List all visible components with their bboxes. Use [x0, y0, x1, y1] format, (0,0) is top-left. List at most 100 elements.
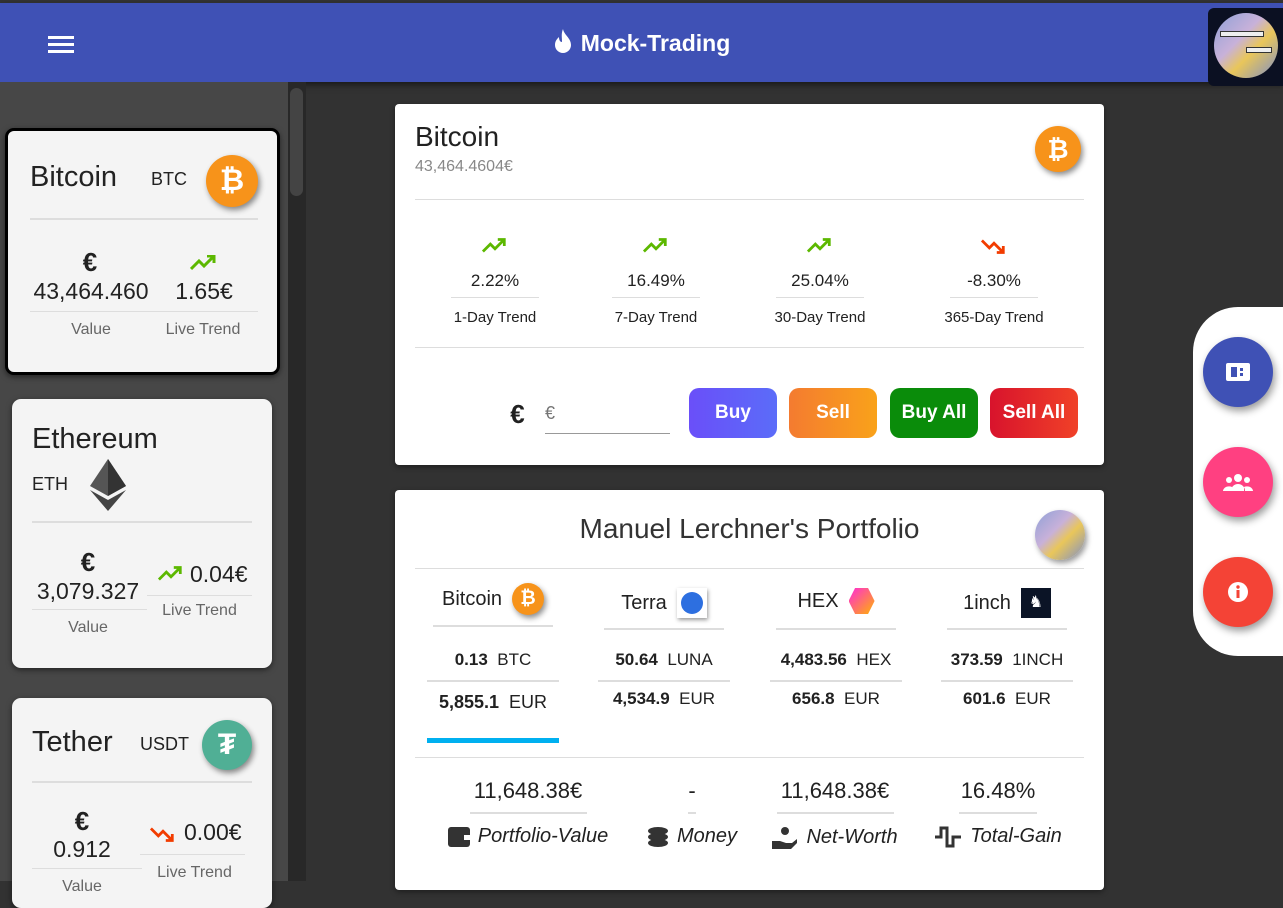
portfolio-title: Manuel Lerchner's Portfolio: [579, 513, 920, 544]
trend-value: 16.49%: [627, 271, 685, 290]
bitcoin-icon: ₿: [512, 583, 545, 615]
euro-icon: €: [80, 547, 96, 577]
sidebar-scrollbar[interactable]: [288, 82, 306, 881]
tether-icon: ₮: [202, 720, 252, 770]
user-avatar-button[interactable]: [1208, 8, 1283, 86]
summary-value: 16.48%: [960, 778, 1036, 803]
holding-eur-unit: EUR: [1015, 689, 1051, 708]
coin-name: Ethereum: [32, 423, 158, 455]
euro-icon: €: [74, 806, 90, 836]
users-icon: [1223, 474, 1253, 491]
ethereum-icon: [90, 459, 126, 511]
holding-eur-unit: EUR: [844, 689, 880, 708]
live-trend-value: 1.65€: [175, 278, 233, 304]
holding-eur-unit: EUR: [509, 692, 548, 712]
coin-value: 43,464.460: [33, 278, 149, 304]
holding-unit: BTC: [497, 650, 532, 669]
info-icon: [1228, 582, 1248, 602]
sell-all-button[interactable]: Sell All: [990, 388, 1078, 438]
trending-down-icon: [981, 239, 1005, 254]
hand-holding-dollar-icon: [772, 825, 798, 849]
coin-symbol: ETH: [32, 474, 68, 494]
holding-eur-unit: EUR: [679, 689, 716, 708]
wallet-icon: [447, 826, 470, 847]
terra-icon: [676, 588, 707, 618]
menu-icon[interactable]: [48, 36, 74, 54]
holding-unit: LUNA: [667, 650, 713, 669]
detail-coin-price: 43,464.4604€: [415, 158, 513, 175]
coin-card-tether[interactable]: Tether USDT ₮ € 0.912 0.00€ Value Live T…: [12, 698, 272, 908]
sell-button[interactable]: Sell: [789, 388, 877, 438]
trending-up-icon: [190, 255, 216, 271]
coin-card-bitcoin[interactable]: Bitcoin BTC ₿ € 43,464.460 1.65€ Value L…: [5, 128, 280, 375]
coin-detail-card: Bitcoin 43,464.4604€ ₿ 2.22% 1-Day Trend…: [395, 104, 1104, 465]
active-tab-indicator: [427, 738, 559, 743]
summary-label: Portfolio-Value: [477, 825, 609, 847]
money-bill-icon: [1226, 363, 1250, 381]
summary-label: Net-Worth: [806, 825, 898, 848]
coin-sidebar: Bitcoin BTC ₿ € 43,464.460 1.65€ Value L…: [0, 82, 288, 908]
coin-name: Bitcoin: [30, 161, 118, 193]
1inch-icon: ♞: [1020, 588, 1051, 618]
amount-input[interactable]: [545, 394, 670, 434]
summary-label: Money: [676, 825, 738, 847]
summary-value: 11,648.38€: [780, 778, 890, 803]
buy-button[interactable]: Buy: [689, 388, 777, 438]
window-edge: [0, 0, 1283, 3]
holding-name: 1inch: [963, 591, 1011, 614]
fire-icon: [554, 29, 571, 53]
holding-eur: 656.8: [792, 689, 835, 708]
trend-label: 1-Day Trend: [453, 309, 537, 326]
live-trend-value: 0.04€: [190, 561, 248, 587]
bitcoin-icon: ₿: [1035, 126, 1081, 172]
holding-eur: 4,534.9: [612, 689, 670, 708]
trend-value: -8.30%: [967, 271, 1021, 290]
buy-all-button[interactable]: Buy All: [890, 388, 978, 438]
live-trend-label: Live Trend: [165, 321, 241, 338]
trending-up-icon: [643, 238, 667, 253]
users-button[interactable]: [1203, 447, 1273, 517]
summary-label: Total-Gain: [970, 825, 1062, 847]
trend-label: 30-Day Trend: [774, 309, 866, 326]
money-bill-button[interactable]: [1203, 337, 1273, 407]
trending-down-icon: [150, 827, 174, 842]
holding-name: Terra: [621, 591, 667, 614]
info-button[interactable]: [1203, 557, 1273, 627]
trend-value: 2.22%: [470, 271, 520, 290]
action-panel: [1193, 307, 1283, 656]
summary-value: 11,648.38€: [473, 778, 583, 803]
app-title: Mock-Trading: [0, 29, 1283, 57]
coin-symbol: BTC: [151, 169, 187, 189]
euro-icon: €: [510, 399, 525, 429]
live-trend-value: 0.00€: [184, 819, 242, 845]
live-trend-label: Live Trend: [162, 602, 237, 619]
holding-name: Bitcoin: [441, 587, 503, 610]
trending-up-icon: [482, 238, 506, 253]
trend-label: 7-Day Trend: [614, 309, 698, 326]
avatar: [1214, 13, 1278, 78]
holding-unit: 1INCH: [1012, 650, 1064, 669]
holding-unit: HEX: [856, 650, 892, 669]
summary-value: -: [688, 778, 696, 803]
trending-up-icon: [158, 566, 182, 581]
value-label: Value: [68, 619, 108, 636]
value-label: Value: [71, 321, 111, 338]
coin-name: Tether: [32, 726, 113, 758]
coin-value: 0.912: [53, 836, 111, 862]
holding-eur: 601.6: [963, 689, 1006, 708]
detail-coin-name: Bitcoin: [415, 121, 500, 152]
holding-eur: 5,855.1: [438, 692, 500, 712]
trend-label: 365-Day Trend: [944, 309, 1044, 326]
euro-icon: €: [82, 247, 98, 277]
coin-value: 3,079.327: [36, 578, 140, 604]
app-bar: Mock-Trading: [0, 3, 1283, 86]
trend-value: 25.04%: [791, 271, 849, 290]
hex-icon: [848, 588, 875, 614]
holding-name: HEX: [797, 589, 839, 612]
coin-card-ethereum[interactable]: Ethereum ETH € 3,079.327 0.04€ Value Liv…: [12, 399, 272, 668]
holding-amount: 4,483.56: [780, 650, 847, 669]
bitcoin-icon: ₿: [206, 155, 258, 207]
live-trend-label: Live Trend: [157, 864, 232, 881]
app-title-text: Mock-Trading: [580, 30, 731, 56]
holding-amount: 0.13: [454, 650, 488, 669]
